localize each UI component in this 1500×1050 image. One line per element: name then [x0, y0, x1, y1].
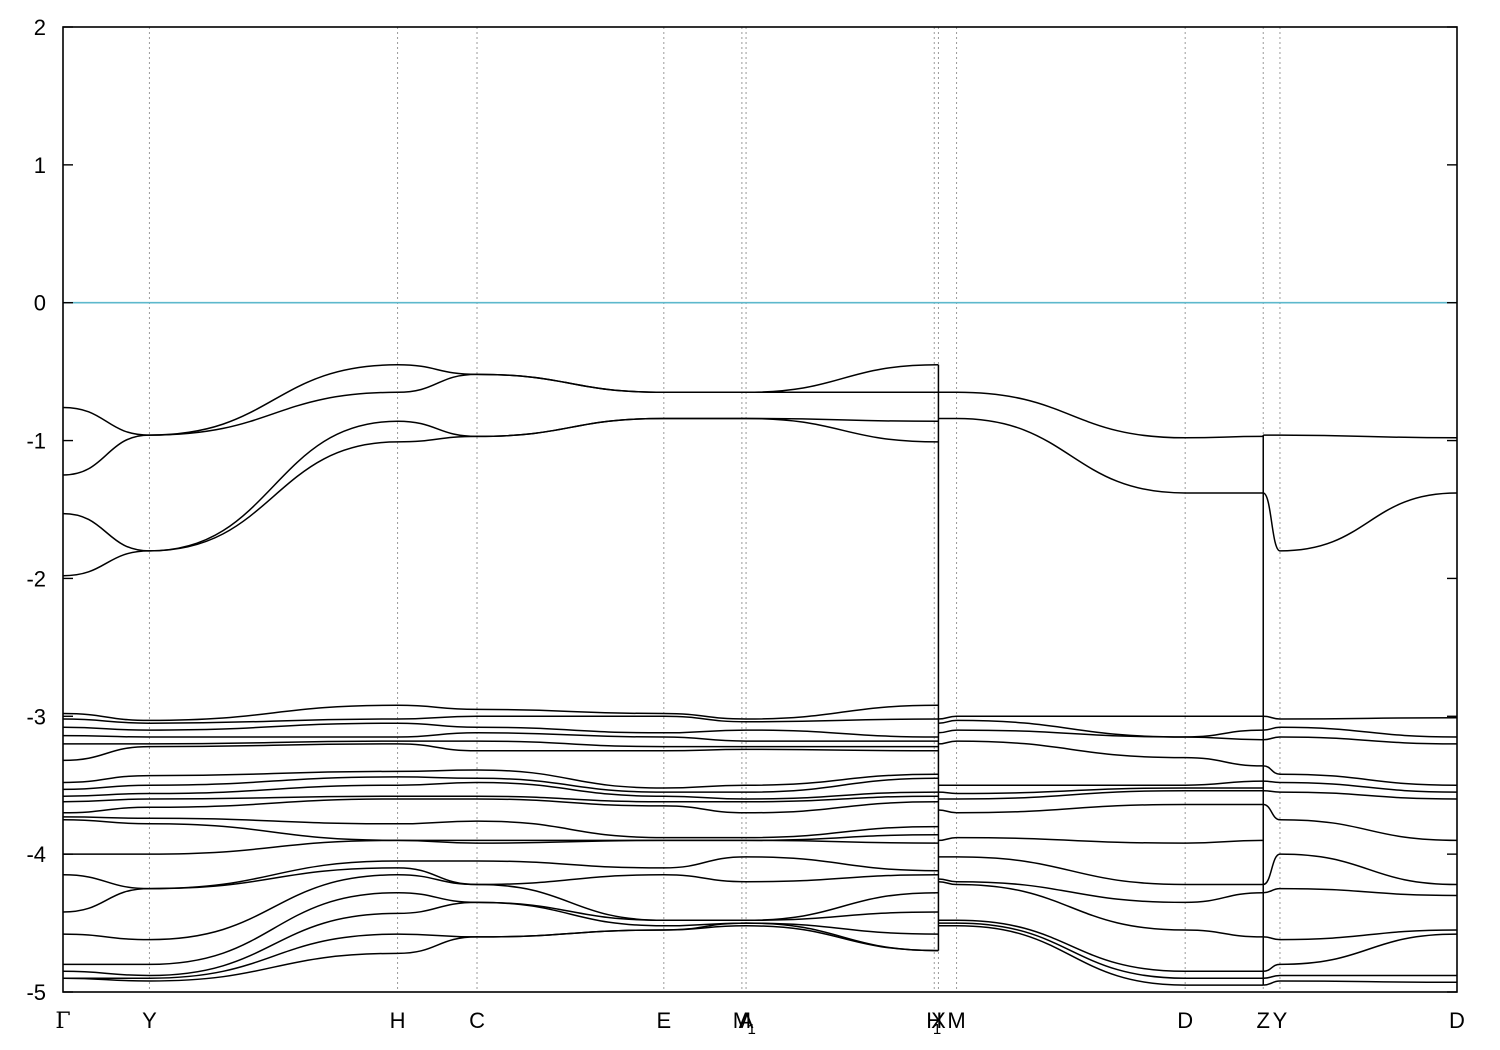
- band-line: [938, 922, 1264, 979]
- band-line: [1263, 736, 1458, 745]
- band-line: [938, 856, 1264, 886]
- y-tick-label: -1: [26, 429, 46, 454]
- band-line: [1263, 974, 1457, 979]
- band-line: [938, 803, 1264, 814]
- kpoint-label: Y: [1273, 1008, 1288, 1033]
- kpoint-grid-lines: [148, 27, 1281, 992]
- y-tick-label: -4: [26, 842, 46, 867]
- band-line: [1263, 887, 1458, 897]
- band-line: [62, 704, 939, 722]
- band-line: [62, 798, 939, 814]
- band-line: [1263, 803, 1458, 842]
- band-line: [63, 834, 939, 855]
- band-line: [1263, 434, 1458, 439]
- band-line: [62, 743, 939, 762]
- x-axis: Γ Y H C E MA1 HX1 M D Z Y D: [55, 1008, 1465, 1038]
- band-line: [938, 836, 1264, 844]
- kpoint-label: Y: [142, 1008, 157, 1033]
- kpoint-label: M: [947, 1008, 965, 1033]
- y-axis: -5 -4 -3 -2 -1 0 1 2: [26, 15, 1457, 1005]
- kpoint-label: Z: [1257, 1008, 1270, 1033]
- band-line: [1263, 929, 1458, 941]
- band-line: [62, 722, 939, 738]
- y-tick-label: 1: [34, 153, 46, 178]
- kpoint-label: D: [1177, 1008, 1193, 1033]
- band-line: [938, 925, 1264, 986]
- band-line: [1263, 765, 1458, 786]
- band-line: [62, 795, 939, 803]
- y-tick-label: 0: [34, 291, 46, 316]
- band-line: [938, 715, 1264, 720]
- band-line: [938, 391, 1264, 439]
- kpoint-label: D: [1449, 1008, 1465, 1033]
- kpoint-subscript: 1: [747, 1021, 755, 1038]
- band-line: [938, 729, 1264, 741]
- band-line: [1263, 715, 1458, 720]
- band-line: [62, 781, 939, 800]
- kpoint-label: H: [390, 1008, 406, 1033]
- band-line: [938, 719, 1264, 738]
- y-tick-label: 2: [34, 15, 46, 40]
- bands-group: [62, 364, 1458, 986]
- band-line: [938, 789, 1264, 800]
- kpoint-subscript: 1: [933, 1021, 941, 1038]
- band-line: [62, 925, 939, 982]
- kpoint-label: E: [656, 1008, 671, 1033]
- y-tick-label: -3: [26, 704, 46, 729]
- band-line: [938, 417, 1264, 494]
- band-line: [1262, 492, 1458, 552]
- band-line: [1263, 789, 1458, 800]
- band-line: [62, 373, 939, 476]
- kpoint-label: H: [926, 1008, 942, 1033]
- kpoint-label: A: [739, 1008, 754, 1033]
- band-line: [62, 776, 939, 793]
- band-line: [1263, 980, 1458, 986]
- band-line: [1263, 726, 1458, 738]
- band-line: [938, 919, 1264, 973]
- kpoint-label: M: [733, 1008, 751, 1033]
- kpoint-label: C: [469, 1008, 485, 1033]
- y-tick-label: -2: [26, 566, 46, 591]
- plot-frame: [62, 26, 1458, 993]
- band-line: [938, 880, 1264, 938]
- band-line: [62, 816, 939, 839]
- band-line: [938, 787, 1264, 795]
- kpoint-label: X: [931, 1008, 946, 1033]
- band-line: [938, 780, 1264, 786]
- band-line: [62, 769, 939, 789]
- y-tick-label: -5: [26, 980, 46, 1005]
- band-line: [1262, 853, 1458, 886]
- band-line: [1263, 933, 1458, 973]
- band-line: [63, 740, 939, 748]
- band-line: [938, 740, 1264, 767]
- band-line: [938, 878, 1264, 904]
- kpoint-label: Γ: [55, 1009, 70, 1034]
- band-line: [1263, 780, 1458, 793]
- band-line: [62, 732, 939, 742]
- band-line: [62, 417, 939, 577]
- band-line: [62, 715, 939, 724]
